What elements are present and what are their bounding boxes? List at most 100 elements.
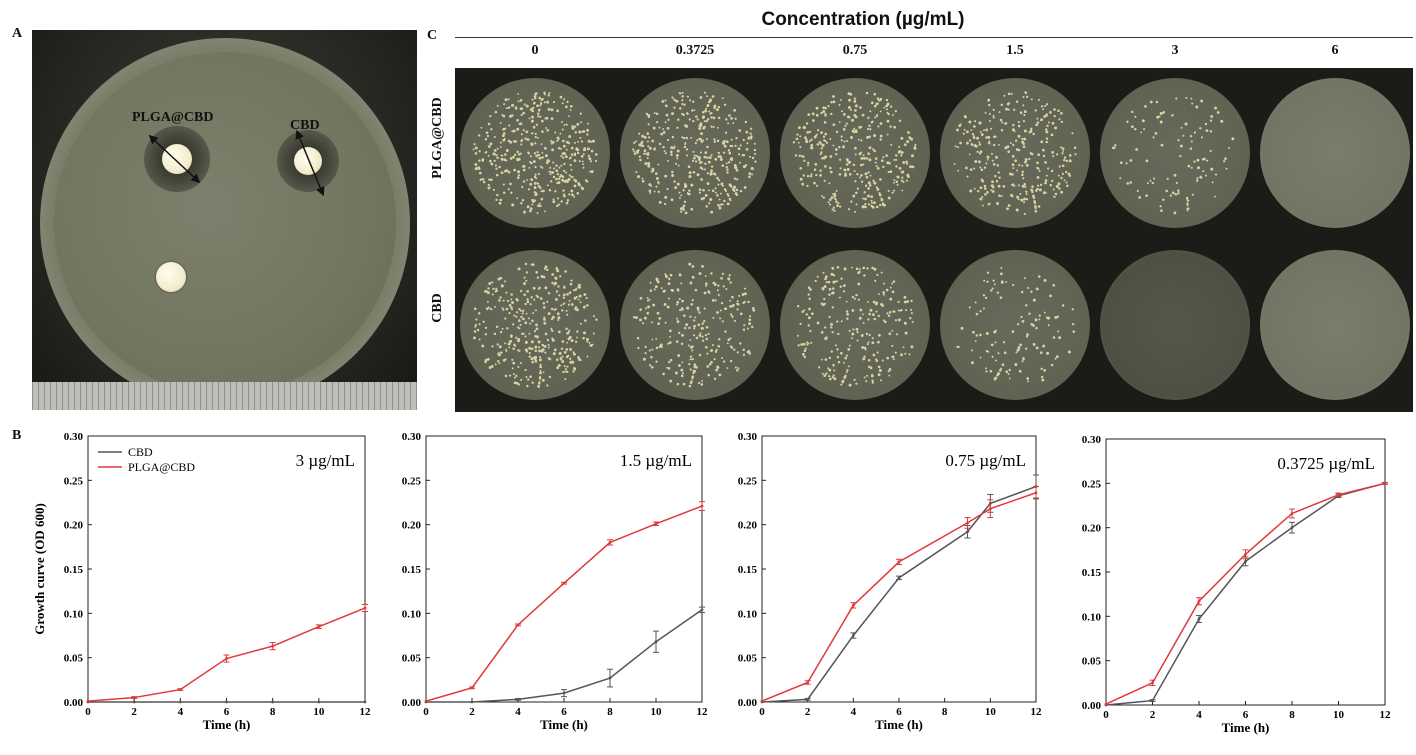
disk-control [156, 262, 186, 292]
plot-frame [425, 435, 703, 703]
y-tick-label: 0.05 [402, 653, 422, 665]
x-tick-label: 4 [1196, 709, 1202, 721]
data-point-plga-cbd [516, 623, 520, 627]
x-tick-label: 8 [607, 706, 613, 718]
y-tick-label: 0.15 [64, 564, 84, 576]
x-tick-label: 4 [178, 706, 184, 718]
x-tick-label: 10 [985, 706, 997, 718]
data-point-plga-cbd [806, 681, 810, 684]
data-point-plga-cbd [86, 699, 90, 703]
data-point-plga-cbd [424, 699, 428, 703]
plate-plga-cbd-0 [460, 78, 610, 228]
data-point-cbd [966, 530, 969, 534]
y-tick-label: 0.30 [738, 431, 758, 443]
y-axis-label: Growth curve (OD 600) [32, 503, 47, 635]
conc-label-0: 0 [531, 43, 539, 58]
x-tick-label: 2 [131, 706, 137, 718]
plate-cbd-6 [1260, 250, 1410, 400]
data-point-cbd [225, 700, 228, 704]
x-tick-label: 10 [651, 706, 663, 718]
y-tick-label: 0.25 [1082, 478, 1102, 490]
plate-grid [455, 68, 1413, 412]
x-axis-label: Time (h) [1222, 720, 1270, 735]
data-point-plga-cbd [988, 507, 992, 511]
data-point-plga-cbd [700, 504, 704, 508]
data-point-plga-cbd [225, 657, 228, 660]
x-tick-label: 6 [1243, 709, 1249, 721]
series-line-plga-cbd [425, 505, 703, 702]
data-point-cbd [608, 676, 612, 680]
plate-plga-cbd-6 [1260, 78, 1410, 228]
data-point-cbd [1244, 559, 1247, 563]
plate-cbd-1.5 [940, 250, 1090, 400]
y-tick-label: 0.20 [402, 520, 422, 532]
y-tick-label: 0.10 [402, 608, 422, 620]
conc-label-0.3725: 0.3725 [675, 43, 715, 58]
x-tick-label: 12 [1031, 706, 1043, 718]
plate-cbd-3 [1100, 250, 1250, 400]
x-tick-label: 6 [561, 706, 567, 718]
data-point-cbd [1197, 617, 1201, 621]
data-point-cbd [178, 700, 182, 704]
concentration-annotation: 0.3725 µg/mL [1277, 454, 1375, 473]
plate-cbd-0 [460, 250, 610, 400]
x-tick-label: 4 [851, 706, 857, 718]
panel-label-a: A [12, 26, 23, 41]
y-tick-label: 0.00 [64, 697, 84, 709]
data-point-cbd [1290, 526, 1294, 530]
x-tick-label: 12 [360, 706, 372, 718]
series-line-cbd [761, 485, 1037, 703]
x-tick-label: 6 [224, 706, 230, 718]
data-point-cbd [562, 691, 566, 695]
legend-label-plga-cbd: PLGA@CBD [128, 460, 195, 474]
growth-chart-0.3725: 0.00 0.05 0.10 0.15 0.20 0.25 0.30 0 2 4 6 8 10 12 Tim… [1050, 420, 1405, 755]
concentration-annotation: 3 µg/mL [296, 451, 355, 470]
data-point-cbd [1151, 699, 1154, 702]
petri-dish-photo: PLGA@CBD CBD [32, 30, 417, 410]
data-point-plga-cbd [608, 541, 612, 544]
data-point-plga-cbd [966, 521, 969, 525]
x-tick-label: 0 [1103, 709, 1109, 721]
concentration-annotation: 1.5 µg/mL [620, 451, 692, 470]
concentration-annotation: 0.75 µg/mL [945, 451, 1026, 470]
y-tick-label: 0.30 [1082, 434, 1102, 446]
y-tick-label: 0.15 [402, 564, 422, 576]
x-tick-label: 0 [759, 706, 765, 718]
data-point-plga-cbd [851, 603, 855, 607]
y-tick-label: 0.20 [64, 520, 84, 532]
data-point-plga-cbd [1034, 491, 1038, 495]
label-cbd: CBD [290, 118, 320, 133]
y-tick-label: 0.10 [738, 608, 758, 620]
plate-plga-cbd-0.3725 [620, 78, 770, 228]
data-point-plga-cbd [897, 560, 901, 564]
data-point-cbd [317, 700, 321, 704]
data-point-plga-cbd [654, 522, 658, 526]
x-axis-label: Time (h) [875, 717, 923, 732]
conc-label-1.5: 1.5 [1006, 43, 1024, 58]
data-point-plga-cbd [1337, 493, 1340, 497]
x-tick-label: 2 [1150, 709, 1156, 721]
series-line-plga-cbd [761, 492, 1037, 702]
y-tick-label: 0.10 [1082, 611, 1102, 623]
data-point-plga-cbd [178, 688, 182, 691]
plot-frame [1105, 438, 1386, 706]
data-point-cbd [271, 700, 275, 704]
x-tick-label: 2 [805, 706, 811, 718]
data-point-cbd [851, 634, 855, 637]
label-plga-cbd: PLGA@CBD [132, 110, 214, 125]
y-tick-label: 0.05 [1082, 656, 1102, 668]
conc-label-6: 6 [1331, 43, 1339, 58]
data-point-plga-cbd [1290, 512, 1294, 515]
growth-chart-0.75: 0.00 0.05 0.10 0.15 0.20 0.25 0.30 0 2 4 6 8 10 12 Tim… [706, 420, 1051, 755]
data-point-cbd [897, 576, 901, 580]
growth-chart-3: 0.00 0.05 0.10 0.15 0.20 0.25 0.30 0 2 4 6 8 10 12 Tim… [30, 420, 385, 755]
data-point-plga-cbd [562, 581, 566, 585]
row-label-plga-cbd: PLGA@CBD [430, 97, 445, 179]
data-point-cbd [363, 700, 367, 704]
data-point-plga-cbd [1104, 702, 1108, 706]
data-point-plga-cbd [1383, 481, 1387, 485]
data-point-cbd [806, 697, 810, 701]
x-axis-label: Time (h) [203, 717, 251, 732]
y-tick-label: 0.20 [738, 520, 758, 532]
x-tick-label: 2 [469, 706, 475, 718]
